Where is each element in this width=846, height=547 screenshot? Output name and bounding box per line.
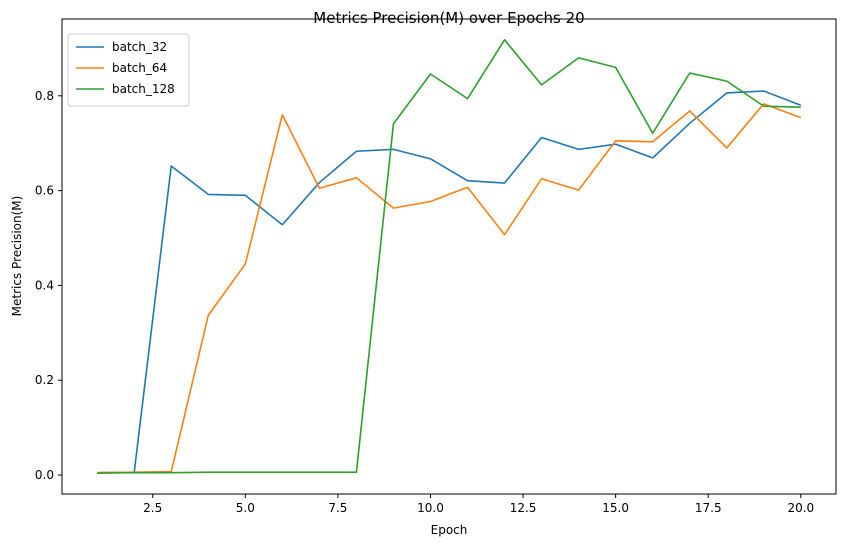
x-tick-label: 10.0	[417, 501, 444, 515]
x-tick-label: 20.0	[787, 501, 814, 515]
y-tick-label: 0.6	[35, 184, 54, 198]
series-line-batch-64	[97, 103, 802, 474]
x-tick-label: 15.0	[602, 501, 629, 515]
legend-box	[67, 33, 190, 107]
legend-label: batch_128	[112, 82, 175, 96]
plot-area	[97, 39, 802, 474]
series-line-batch-32	[97, 90, 802, 474]
y-axis-label: Metrics Precision(M)	[10, 196, 24, 317]
y-axis: 0.0 0.2 0.4 0.6 0.8	[35, 89, 62, 482]
x-tick-label: 2.5	[143, 501, 162, 515]
y-tick-label: 0.0	[35, 468, 54, 482]
legend-label: batch_64	[112, 61, 167, 75]
y-tick-label: 0.4	[35, 278, 54, 292]
legend: batch_32 batch_64 batch_128	[67, 33, 190, 107]
y-tick-label: 0.8	[35, 89, 54, 103]
x-tick-label: 12.5	[510, 501, 537, 515]
plot-frame	[61, 18, 837, 495]
legend-label: batch_32	[112, 40, 167, 54]
x-axis-label: Epoch	[431, 523, 468, 537]
y-tick-label: 0.2	[35, 373, 54, 387]
x-tick-label: 5.0	[236, 501, 255, 515]
x-tick-label: 17.5	[695, 501, 722, 515]
series-line-batch-128	[97, 39, 801, 474]
x-axis: 2.5 5.0 7.5 10.0 12.5 15.0 17.5 20.0	[143, 494, 814, 515]
chart-title: Metrics Precision(M) over Epochs 20	[313, 9, 584, 27]
x-tick-label: 7.5	[328, 501, 347, 515]
